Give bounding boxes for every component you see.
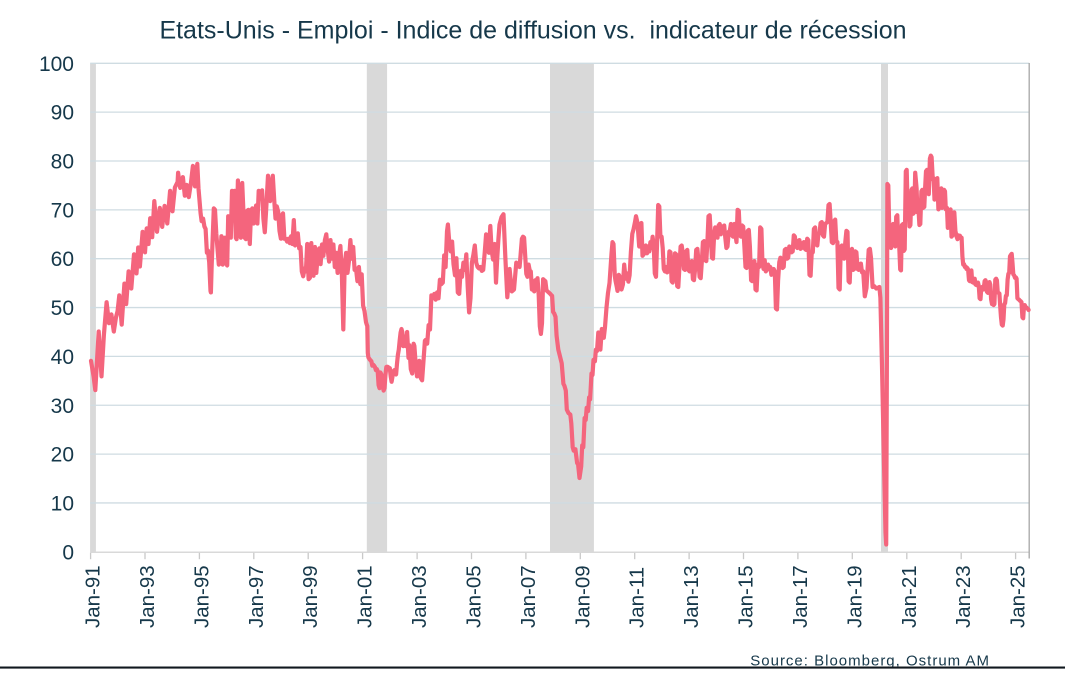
svg-text:Jan-95: Jan-95	[190, 565, 213, 628]
svg-text:50: 50	[51, 297, 74, 320]
svg-text:Jan-19: Jan-19	[843, 565, 866, 628]
svg-text:Jan-91: Jan-91	[82, 565, 105, 628]
svg-text:Jan-21: Jan-21	[898, 565, 921, 628]
svg-text:Jan-99: Jan-99	[299, 565, 322, 628]
svg-text:80: 80	[51, 151, 74, 174]
svg-text:Jan-09: Jan-09	[571, 565, 594, 628]
svg-text:20: 20	[51, 444, 74, 467]
svg-text:90: 90	[51, 102, 74, 125]
svg-text:Jan-17: Jan-17	[789, 565, 812, 628]
svg-text:Jan-97: Jan-97	[245, 565, 268, 628]
svg-text:40: 40	[51, 346, 74, 369]
svg-text:Jan-03: Jan-03	[408, 565, 431, 628]
svg-text:60: 60	[51, 248, 74, 271]
svg-text:Jan-93: Jan-93	[136, 565, 159, 628]
svg-text:Jan-01: Jan-01	[354, 565, 377, 628]
svg-text:10: 10	[51, 492, 74, 515]
svg-text:Jan-23: Jan-23	[952, 565, 975, 628]
svg-text:Jan-15: Jan-15	[735, 565, 758, 628]
svg-text:Jan-13: Jan-13	[680, 565, 703, 628]
svg-text:Etats-Unis - Emploi - Indice d: Etats-Unis - Emploi - Indice de diffusio…	[159, 17, 906, 45]
svg-text:Jan-07: Jan-07	[517, 565, 540, 628]
svg-text:Jan-05: Jan-05	[463, 565, 486, 628]
svg-text:70: 70	[51, 199, 74, 222]
svg-text:Jan-11: Jan-11	[626, 567, 649, 628]
svg-text:100: 100	[39, 53, 74, 76]
svg-text:Source: Bloomberg, Ostrum AM: Source: Bloomberg, Ostrum AM	[750, 653, 990, 670]
svg-text:30: 30	[51, 395, 74, 418]
svg-text:0: 0	[62, 541, 74, 564]
svg-text:Jan-25: Jan-25	[1007, 565, 1030, 628]
